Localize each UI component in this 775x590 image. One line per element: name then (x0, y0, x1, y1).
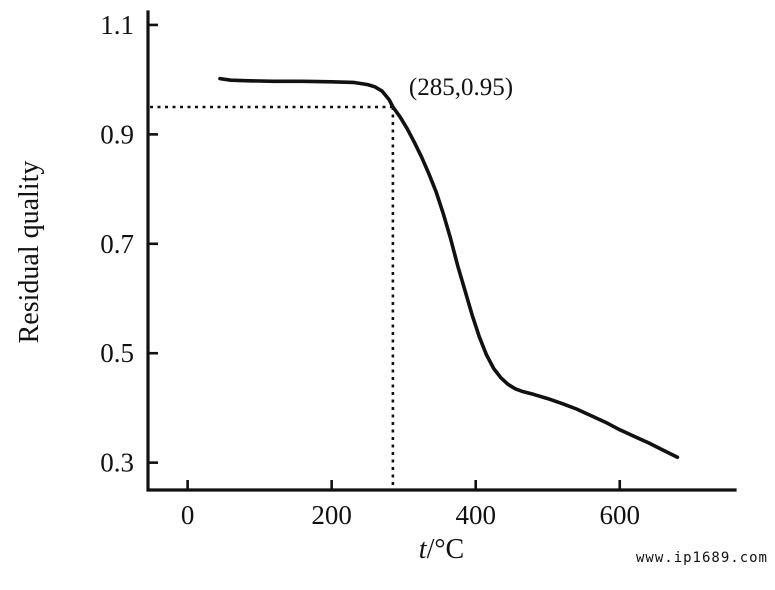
annotation-guide-lines (150, 105, 395, 488)
x-tick-label: 200 (311, 500, 352, 530)
y-axis-ticks: 0.3 0.5 0.7 0.9 1.1 (100, 10, 158, 478)
x-axis-title: t/°C (419, 534, 464, 565)
x-axis-title-variable: t (419, 534, 428, 565)
y-tick-label: 0.7 (100, 229, 134, 259)
x-tick-label: 0 (181, 500, 195, 530)
watermark: www.ip1689.com (636, 550, 768, 566)
y-axis-title: Residual quality (14, 161, 45, 344)
y-tick-label: 0.3 (100, 448, 134, 478)
y-tick-label: 0.5 (100, 338, 134, 368)
axis-lines (146, 10, 737, 492)
x-tick-label: 400 (455, 500, 496, 530)
annotation-label: (285,0.95) (409, 74, 513, 101)
y-tick-label: 1.1 (100, 10, 134, 40)
y-tick-label: 0.9 (100, 119, 134, 149)
x-axis-title-unit: /°C (427, 534, 465, 565)
x-axis-ticks: 0 200 400 600 (181, 480, 640, 530)
tg-curve-line (218, 76, 680, 459)
axes (146, 10, 737, 492)
x-tick-label: 600 (600, 500, 641, 530)
